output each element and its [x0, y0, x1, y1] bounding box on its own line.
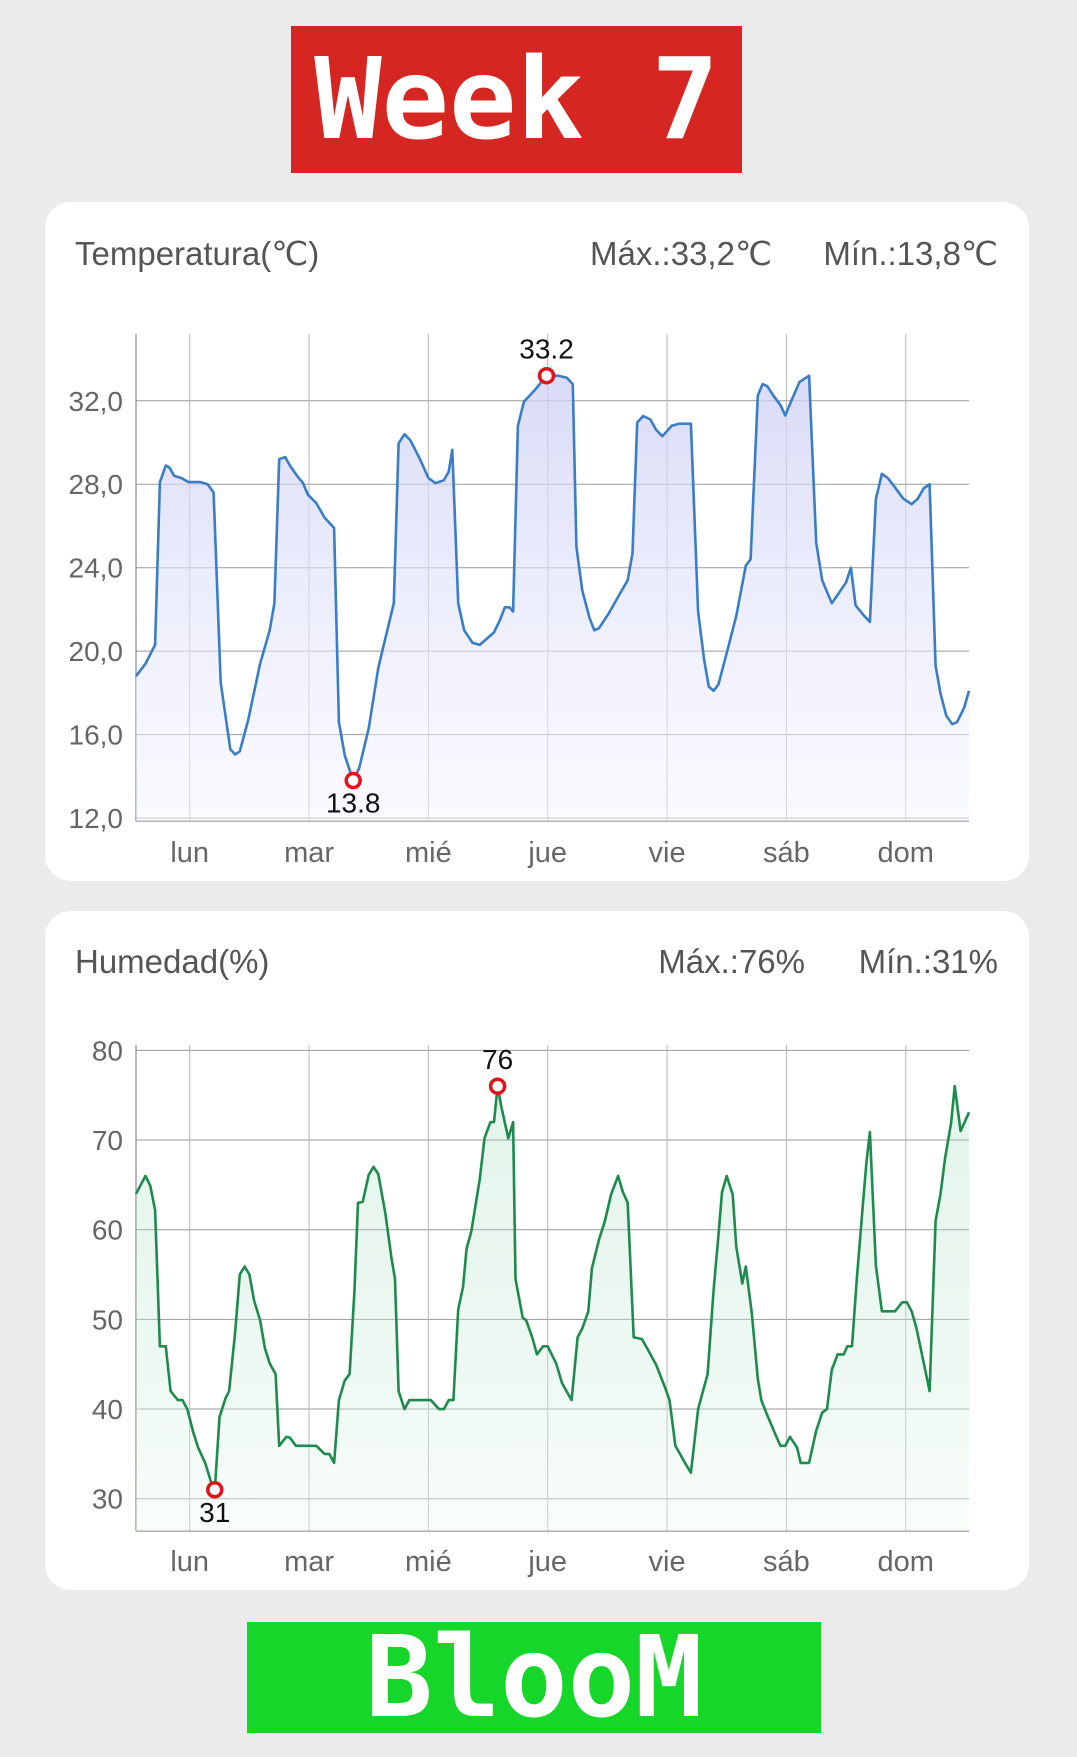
- x-tick-label: dom: [878, 837, 934, 869]
- humidity-min: Mín.:31%: [858, 943, 998, 980]
- x-tick-label: jue: [527, 1546, 567, 1578]
- week-title: Week 7: [314, 34, 719, 165]
- temperature-title: Temperatura(℃): [75, 235, 320, 272]
- week-title-banner: Week 7: [291, 26, 742, 173]
- humidity-chart: 30 40 50 60 70 80 lun mar mié jue vie sáb dom 76 31: [92, 1035, 971, 1578]
- series-area: [136, 375, 969, 821]
- y-tick-label: 12,0: [69, 803, 124, 834]
- max-value-label: 76: [482, 1044, 513, 1075]
- series-line: [134, 374, 971, 782]
- min-marker: [206, 1481, 224, 1499]
- brand-name: BlooM: [365, 1612, 703, 1743]
- series-line: [134, 1084, 971, 1492]
- x-tick-label: lun: [170, 837, 209, 869]
- y-tick-label: 20,0: [69, 636, 124, 667]
- y-tick-label: 32,0: [69, 386, 124, 417]
- y-tick-label: 30: [92, 1484, 123, 1515]
- x-tick-label: dom: [878, 1546, 934, 1578]
- temperature-max: Máx.:33,2℃: [590, 235, 772, 272]
- temperature-min: Mín.:13,8℃: [823, 235, 998, 272]
- series-area: [136, 1086, 969, 1531]
- y-tick-label: 24,0: [69, 553, 124, 584]
- x-tick-label: vie: [649, 837, 686, 869]
- temperature-chart: 12,0 16,0 20,0 24,0 28,0 32,0 lun mar mié jue vie s…: [69, 334, 971, 869]
- y-tick-label: 60: [92, 1215, 123, 1246]
- y-tick-label: 80: [92, 1035, 123, 1066]
- y-tick-label: 16,0: [69, 720, 124, 751]
- humidity-title: Humedad(%): [75, 943, 270, 980]
- min-value-label: 13.8: [326, 788, 381, 819]
- max-marker: [537, 366, 556, 385]
- humidity-card: Humedad(%) Máx.:76% Mín.:31% 30 40 50 60 70 8…: [45, 911, 1029, 1590]
- x-tick-label: mié: [405, 837, 452, 869]
- y-tick-label: 28,0: [69, 469, 124, 500]
- max-value-label: 33.2: [519, 334, 574, 365]
- x-tick-label: sáb: [763, 837, 810, 869]
- temperature-card: Temperatura(℃) Máx.:33,2℃ Mín.:13,8℃ 12,…: [45, 202, 1029, 881]
- humidity-max: Máx.:76%: [658, 943, 805, 980]
- x-tick-label: vie: [649, 1546, 686, 1578]
- min-marker: [344, 771, 362, 790]
- y-tick-label: 50: [92, 1304, 123, 1335]
- x-tick-label: sáb: [763, 1546, 810, 1578]
- brand-banner: BlooM: [247, 1613, 821, 1743]
- y-tick-label: 70: [92, 1125, 123, 1156]
- max-marker: [488, 1077, 507, 1095]
- x-tick-label: mar: [284, 1546, 334, 1578]
- x-tick-label: mar: [284, 837, 334, 869]
- x-tick-label: lun: [170, 1546, 209, 1578]
- y-tick-label: 40: [92, 1394, 123, 1425]
- x-tick-label: mié: [405, 1546, 452, 1578]
- x-tick-label: jue: [527, 837, 567, 869]
- min-value-label: 31: [199, 1497, 230, 1528]
